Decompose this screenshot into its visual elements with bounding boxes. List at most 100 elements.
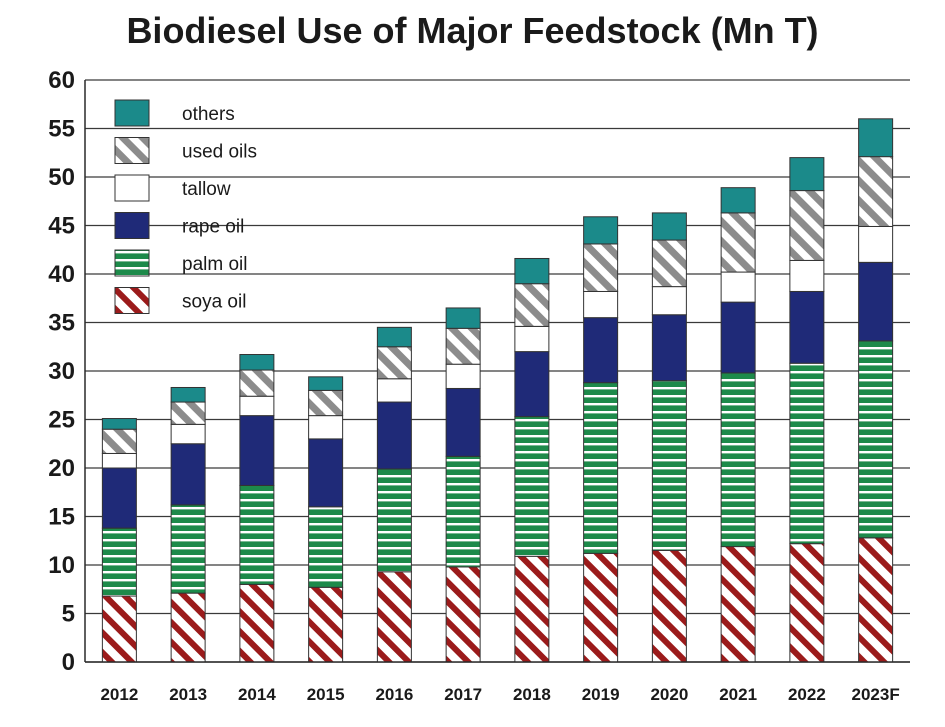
bar-palm-oil-2018 [514, 416, 550, 557]
y-tick-label: 20 [48, 455, 75, 482]
bar-others-2023f [858, 118, 894, 158]
bar-tallow-2022 [789, 259, 825, 292]
bar-palm-oil-2012 [101, 527, 137, 597]
bar-others-2021 [720, 187, 756, 214]
x-tick-label: 2015 [307, 685, 345, 704]
y-tick-label: 55 [48, 116, 75, 143]
y-tick-label: 35 [48, 310, 75, 337]
bar-used-oils-2014 [239, 369, 275, 397]
bar-soya-oil-2022 [789, 543, 825, 663]
bar-used-oils-2018 [514, 283, 550, 327]
bars [101, 118, 894, 663]
gridlines [85, 79, 910, 663]
y-tick-label: 10 [48, 552, 75, 579]
bar-rape-oil-2023f [858, 261, 894, 342]
legend-swatch-rape-oil [114, 212, 150, 239]
x-tick-label: 2016 [375, 685, 413, 704]
bar-tallow-2023f [858, 225, 894, 263]
legend-swatch-palm-oil [114, 249, 150, 277]
bar-rape-oil-2022 [789, 290, 825, 364]
bar-rape-oil-2016 [376, 401, 412, 470]
legend-swatch-soya-oil [114, 287, 150, 314]
bar-soya-oil-2019 [583, 552, 619, 663]
y-tick-label: 60 [48, 67, 75, 94]
bar-others-2017 [445, 307, 481, 329]
bar-soya-oil-2018 [514, 555, 550, 663]
bar-used-oils-2021 [720, 212, 756, 273]
bar-soya-oil-2017 [445, 566, 481, 663]
bar-used-oils-2023f [858, 156, 894, 227]
bar-palm-oil-2014 [239, 484, 275, 585]
bar-used-oils-2019 [583, 243, 619, 292]
bar-palm-oil-2017 [445, 455, 481, 568]
bar-others-2012 [101, 418, 137, 430]
bar-others-2019 [583, 216, 619, 245]
bar-tallow-2013 [170, 423, 206, 445]
x-tick-label: 2013 [169, 685, 207, 704]
legend-label-used-oils: used oils [182, 142, 257, 163]
bar-rape-oil-2012 [101, 467, 137, 529]
bar-palm-oil-2013 [170, 504, 206, 594]
bar-used-oils-2015 [308, 389, 344, 417]
bar-others-2018 [514, 257, 550, 285]
bar-rape-oil-2018 [514, 351, 550, 418]
bar-tallow-2018 [514, 325, 550, 353]
legend-label-tallow: tallow [182, 179, 231, 200]
legend-swatch-others [114, 99, 150, 127]
bar-used-oils-2017 [445, 327, 481, 365]
bar-used-oils-2012 [101, 428, 137, 454]
x-tick-label: 2014 [238, 685, 276, 704]
bar-rape-oil-2021 [720, 301, 756, 374]
legend: others used oils tallow rape oil palm oil soy… [114, 99, 257, 314]
bar-palm-oil-2022 [789, 362, 825, 545]
bar-tallow-2017 [445, 363, 481, 389]
bar-palm-oil-2021 [720, 372, 756, 548]
bar-palm-oil-2023f [858, 340, 894, 539]
bar-soya-oil-2014 [239, 583, 275, 663]
chart-title: Biodiesel Use of Major Feedstock (Mn T) [126, 10, 819, 51]
bar-palm-oil-2016 [376, 468, 412, 573]
bar-others-2013 [170, 386, 206, 403]
bar-rape-oil-2014 [239, 415, 275, 486]
x-tick-label: 2022 [788, 685, 826, 704]
bar-others-2022 [789, 157, 825, 192]
bar-tallow-2016 [376, 378, 412, 403]
axes: 0 5 10 15 20 25 30 35 40 45 50 55 60 2012 2013 2014 2015… [48, 67, 910, 704]
bar-tallow-2015 [308, 415, 344, 440]
bar-used-oils-2020 [651, 239, 687, 288]
bar-soya-oil-2016 [376, 571, 412, 663]
legend-label-palm-oil: palm oil [182, 254, 247, 275]
bar-used-oils-2016 [376, 346, 412, 380]
y-tick-label: 30 [48, 358, 75, 385]
bar-rape-oil-2015 [308, 438, 344, 508]
y-tick-label: 25 [48, 407, 75, 434]
bar-rape-oil-2019 [583, 317, 619, 384]
x-tick-label: 2021 [719, 685, 757, 704]
y-tick-label: 50 [48, 164, 75, 191]
bar-rape-oil-2020 [651, 314, 687, 382]
y-tick-label: 40 [48, 261, 75, 288]
bar-rape-oil-2017 [445, 387, 481, 457]
bar-tallow-2021 [720, 271, 756, 303]
bar-tallow-2020 [651, 286, 687, 316]
x-tick-label: 2019 [582, 685, 620, 704]
x-tick-label: 2017 [444, 685, 482, 704]
bar-palm-oil-2015 [308, 506, 344, 588]
bar-others-2014 [239, 354, 275, 371]
bar-others-2020 [651, 212, 687, 241]
bar-rape-oil-2013 [170, 443, 206, 506]
x-tick-label: 2023F [852, 685, 900, 704]
y-tick-label: 45 [48, 213, 75, 240]
legend-swatch-used-oils [114, 137, 150, 164]
bar-soya-oil-2012 [101, 595, 137, 663]
bar-palm-oil-2020 [651, 380, 687, 551]
x-tick-label: 2018 [513, 685, 551, 704]
legend-swatch-tallow [114, 174, 150, 202]
x-tick-label: 2012 [100, 685, 138, 704]
x-tick-label: 2020 [650, 685, 688, 704]
bar-used-oils-2013 [170, 401, 206, 425]
bar-soya-oil-2020 [651, 549, 687, 663]
bar-others-2015 [308, 376, 344, 391]
legend-label-soya-oil: soya oil [182, 292, 246, 313]
